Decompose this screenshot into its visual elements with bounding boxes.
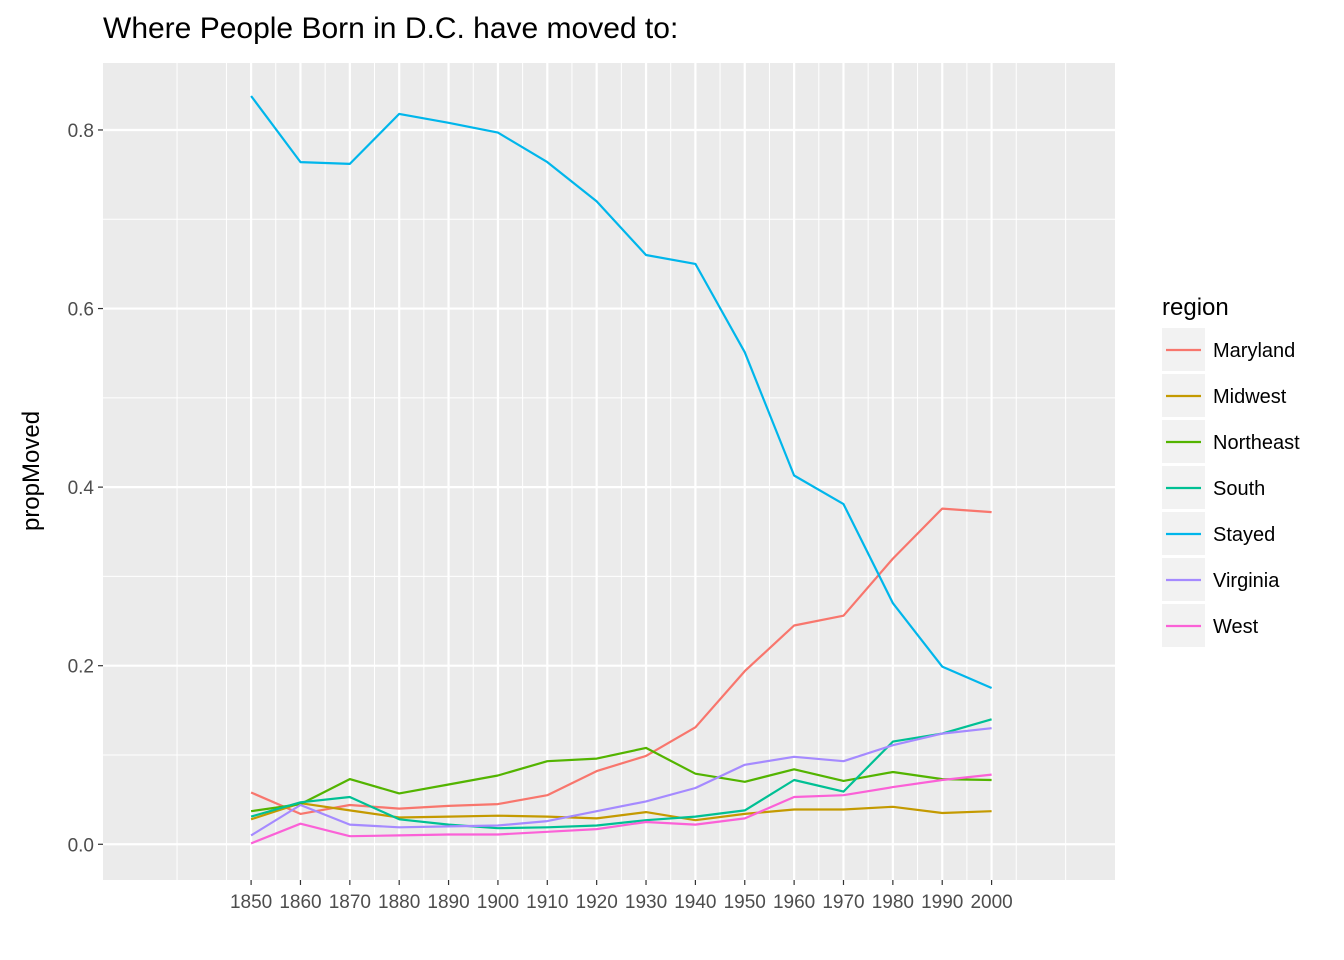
x-tick-label: 1880 bbox=[378, 892, 420, 913]
y-tick-label: 0.8 bbox=[68, 121, 94, 142]
x-tick-label: 1860 bbox=[279, 892, 321, 913]
series-line-midwest bbox=[250, 802, 992, 822]
major-gridlines bbox=[103, 63, 1115, 880]
chart-title: Where People Born in D.C. have moved to: bbox=[103, 12, 678, 45]
legend-item-virginia: Virginia bbox=[1162, 558, 1280, 601]
legend-item-stayed: Stayed bbox=[1162, 512, 1275, 555]
minor-gridlines bbox=[103, 63, 1115, 880]
x-tick-label: 1890 bbox=[427, 892, 469, 913]
legend-label: Stayed bbox=[1213, 524, 1275, 546]
plot-panel bbox=[103, 63, 1115, 880]
y-tick-label: 0.4 bbox=[68, 478, 95, 499]
series-lines bbox=[250, 95, 993, 845]
y-tick-label: 0.2 bbox=[68, 657, 94, 678]
x-tick-label: 1920 bbox=[576, 892, 618, 913]
legend: region Maryland Midwest Northeast South Stay… bbox=[1162, 294, 1300, 647]
legend-item-west: West bbox=[1162, 604, 1259, 647]
legend-item-maryland: Maryland bbox=[1162, 328, 1295, 371]
series-line-stayed bbox=[250, 95, 993, 690]
legend-label: Maryland bbox=[1213, 340, 1295, 362]
x-tick-label: 1850 bbox=[230, 892, 272, 913]
legend-label: South bbox=[1213, 478, 1265, 500]
x-tick-label: 1930 bbox=[625, 892, 667, 913]
legend-item-south: South bbox=[1162, 466, 1265, 509]
x-tick-label: 1940 bbox=[674, 892, 716, 913]
legend-label: Northeast bbox=[1213, 432, 1300, 454]
series-line-west bbox=[250, 773, 992, 845]
series-line-maryland bbox=[250, 507, 992, 816]
x-tick-label: 1990 bbox=[921, 892, 963, 913]
x-tick-label: 2000 bbox=[970, 892, 1012, 913]
series-line-south bbox=[250, 718, 992, 830]
x-tick-label: 1900 bbox=[477, 892, 519, 913]
legend-items: Maryland Midwest Northeast South Stayed Virgi… bbox=[1162, 328, 1300, 647]
x-axis: 1850 1860 1870 1880 1890 1900 1910 1920 1930 1940… bbox=[230, 880, 1013, 913]
legend-title: region bbox=[1162, 294, 1229, 321]
legend-item-midwest: Midwest bbox=[1162, 374, 1287, 417]
legend-label: Midwest bbox=[1213, 386, 1287, 408]
x-tick-label: 1870 bbox=[329, 892, 371, 913]
y-axis-label: propMoved bbox=[18, 411, 45, 531]
x-tick-label: 1950 bbox=[724, 892, 766, 913]
x-tick-label: 1970 bbox=[822, 892, 864, 913]
series-line-virginia bbox=[250, 727, 992, 837]
legend-item-northeast: Northeast bbox=[1162, 420, 1300, 463]
legend-label: Virginia bbox=[1213, 570, 1280, 592]
series-line-northeast bbox=[250, 746, 992, 813]
y-tick-label: 0.0 bbox=[68, 835, 94, 856]
y-axis: 0.0 0.2 0.4 0.6 0.8 bbox=[68, 121, 103, 856]
y-tick-label: 0.6 bbox=[68, 300, 94, 321]
x-tick-label: 1960 bbox=[773, 892, 815, 913]
legend-label: West bbox=[1213, 616, 1259, 638]
x-tick-label: 1980 bbox=[872, 892, 914, 913]
x-tick-label: 1910 bbox=[526, 892, 568, 913]
